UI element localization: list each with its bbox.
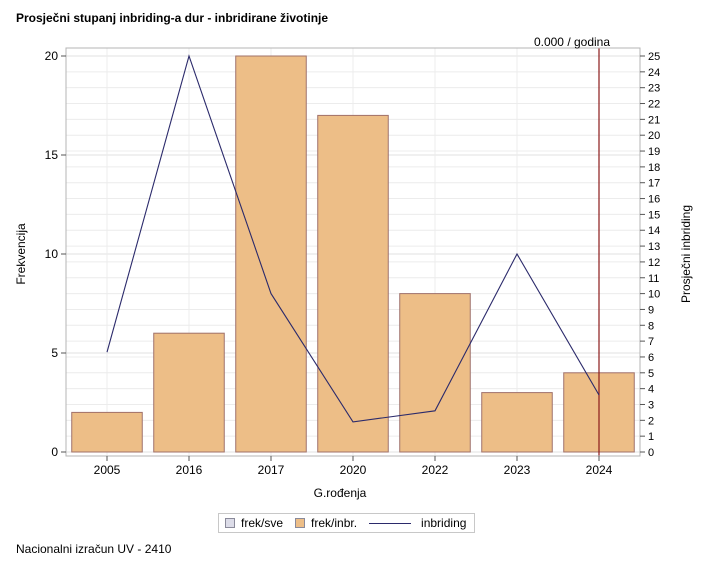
y-tick-label: 5 xyxy=(51,346,58,360)
legend-item-frek-sve: frek/sve xyxy=(225,516,283,530)
legend-item-inbriding: inbriding xyxy=(369,516,466,530)
x-tick-label: 2017 xyxy=(258,463,285,477)
y-tick-label: 20 xyxy=(45,49,59,63)
bar-2005 xyxy=(71,411,143,453)
axes: 0510152001234567891011121314151617181920… xyxy=(45,49,661,477)
bar-2020 xyxy=(317,114,389,453)
x-tick-label: 2005 xyxy=(94,463,121,477)
y-tick-label: 0 xyxy=(51,445,58,459)
y2-tick-label: 19 xyxy=(648,146,660,158)
y2-tick-label: 15 xyxy=(648,209,660,221)
y2-tick-label: 9 xyxy=(648,304,654,316)
y2-tick-label: 23 xyxy=(648,83,660,95)
y2-tick-label: 7 xyxy=(648,336,654,348)
x-axis-label: G.rođenja xyxy=(314,486,367,500)
inbriding-line xyxy=(106,54,600,423)
legend-label-frek-sve: frek/sve xyxy=(241,516,284,530)
legend-swatch-frek-inbr xyxy=(295,518,306,528)
y2-tick-label: 18 xyxy=(648,162,660,174)
y2-tick-label: 21 xyxy=(648,114,660,126)
legend: frek/sve frek/inbr. inbriding xyxy=(218,513,476,533)
y2-tick-label: 11 xyxy=(648,273,659,285)
x-tick-label: 2020 xyxy=(340,463,367,477)
y2-tick-label: 0 xyxy=(648,447,654,459)
x-tick-label: 2024 xyxy=(586,463,613,477)
y2-tick-label: 20 xyxy=(648,130,660,142)
x-tick-label: 2016 xyxy=(176,463,203,477)
y2-tick-label: 1 xyxy=(648,431,654,443)
footer-note: Nacionalni izračun UV - 2410 xyxy=(16,542,172,556)
y2-tick-label: 17 xyxy=(648,178,660,190)
legend-item-frek-inbr: frek/inbr. xyxy=(295,516,357,530)
y2-tick-label: 6 xyxy=(648,352,654,364)
y2-tick-label: 22 xyxy=(648,99,660,111)
y-tick-label: 10 xyxy=(45,247,59,261)
reference-line-label: 0.000 / godina xyxy=(534,35,610,49)
y2-tick-label: 4 xyxy=(648,384,654,396)
y2-tick-label: 10 xyxy=(648,289,660,301)
x-tick-label: 2023 xyxy=(504,463,531,477)
legend-line-inbriding xyxy=(369,522,412,524)
y2-tick-label: 13 xyxy=(648,241,660,253)
legend-label-frek-inbr: frek/inbr. xyxy=(311,516,358,530)
y2-tick-label: 24 xyxy=(648,67,660,79)
x-tick-label: 2022 xyxy=(422,463,449,477)
legend-swatch-frek-sve xyxy=(225,518,235,528)
y2-axis-label: Prosječni inbriding xyxy=(679,205,693,303)
y2-tick-label: 14 xyxy=(648,225,660,237)
y2-tick-label: 2 xyxy=(648,415,654,427)
y-axis-label: Frekvencija xyxy=(14,223,28,285)
y-tick-label: 15 xyxy=(45,148,59,162)
y2-tick-label: 8 xyxy=(648,320,654,332)
y2-tick-label: 25 xyxy=(648,51,660,63)
y2-tick-label: 12 xyxy=(648,257,660,269)
bar-2023 xyxy=(481,392,553,453)
bar-2017 xyxy=(235,55,307,453)
chart-title: Prosječni stupanj inbriding-a dur - inbr… xyxy=(16,11,329,25)
bar-2016 xyxy=(153,332,225,453)
y2-tick-label: 3 xyxy=(648,399,654,411)
y2-tick-label: 5 xyxy=(648,368,654,380)
bar-2022 xyxy=(399,293,471,453)
y2-tick-label: 16 xyxy=(648,194,660,206)
legend-label-inbriding: inbriding xyxy=(421,516,467,530)
